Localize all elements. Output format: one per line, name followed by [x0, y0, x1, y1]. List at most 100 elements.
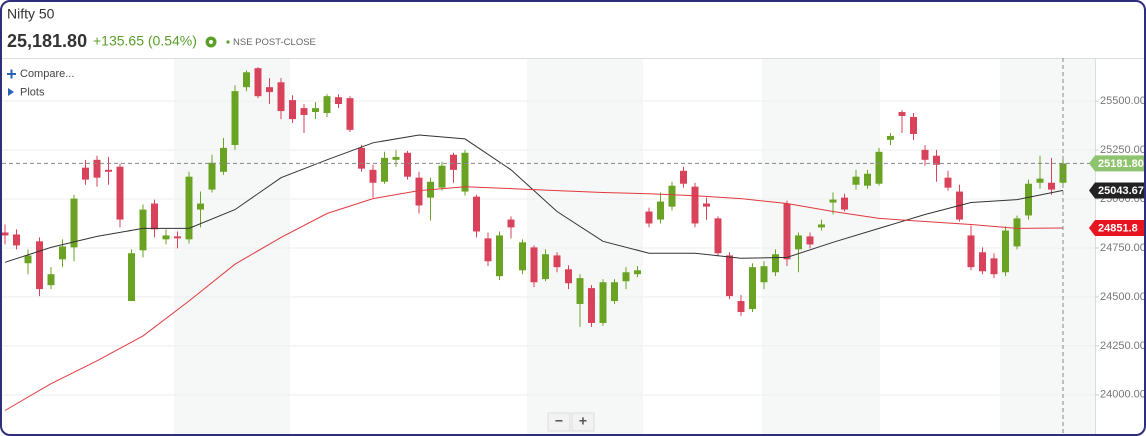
- candle-body: [70, 198, 78, 248]
- candle-body: [749, 267, 756, 310]
- candle-body: [530, 247, 538, 283]
- candle-body: [289, 100, 296, 120]
- candle-body: [760, 266, 768, 283]
- status-dot: [226, 40, 230, 44]
- candle-body: [2, 232, 9, 236]
- candle-body: [1048, 182, 1055, 190]
- candle-body: [726, 255, 733, 297]
- instrument-title: Nifty 50: [7, 6, 55, 22]
- candle-body: [852, 176, 860, 185]
- candle-body: [300, 108, 308, 115]
- candle-body: [358, 147, 365, 169]
- price-tag-label: 25043.67: [1098, 185, 1144, 197]
- candle-body: [829, 199, 837, 203]
- candle-body: [691, 186, 699, 224]
- candle-body: [197, 203, 204, 210]
- candle-body: [944, 177, 952, 188]
- status-icon-dot: [209, 40, 213, 44]
- candle-body: [369, 169, 377, 183]
- candle-body: [542, 254, 549, 280]
- candle-body: [231, 91, 239, 145]
- candle-body: [208, 162, 216, 190]
- candle-body: [24, 255, 32, 264]
- plots-button[interactable]: Plots: [20, 86, 45, 98]
- candle-body: [185, 176, 193, 240]
- price-tag-label: 25181.80: [1098, 158, 1144, 170]
- candle-body: [967, 235, 975, 268]
- candle-body: [806, 236, 814, 245]
- candle-body: [818, 224, 825, 228]
- y-tick-label: 24500.00: [1100, 291, 1144, 303]
- y-tick-label: 25250.00: [1100, 144, 1144, 156]
- candle-body: [933, 155, 940, 165]
- candle-body: [312, 108, 319, 113]
- candle-body: [887, 135, 894, 140]
- candles: [2, 67, 1067, 327]
- candle-body: [772, 254, 779, 273]
- candle-body: [553, 255, 561, 268]
- exchange-status: NSE POST-CLOSE: [233, 37, 316, 48]
- candle-body: [36, 241, 43, 290]
- candle-body: [335, 97, 342, 105]
- band: [1000, 59, 1095, 434]
- candle-body: [415, 177, 423, 206]
- moving-average-line: [4, 186, 1064, 411]
- candle-body: [622, 272, 630, 282]
- candle-body: [737, 301, 745, 312]
- candle-body: [346, 98, 354, 130]
- candle-body: [59, 246, 66, 260]
- y-tick-label: 25500.00: [1100, 95, 1144, 107]
- candle-body: [82, 167, 89, 180]
- candle-body: [174, 236, 181, 239]
- last-price: 25,181.80: [7, 31, 87, 51]
- candle-body: [921, 149, 929, 160]
- candle-body: [841, 197, 848, 210]
- band: [527, 59, 643, 434]
- compare-button[interactable]: Compare...: [20, 68, 74, 80]
- candle-body: [438, 165, 446, 188]
- y-tick-label: 24000.00: [1100, 389, 1144, 401]
- candle-body: [565, 269, 572, 284]
- y-tick-label: 24250.00: [1100, 340, 1144, 352]
- candle-body: [461, 152, 469, 192]
- y-tick-label: 24750.00: [1100, 242, 1144, 254]
- plots-icon[interactable]: [8, 88, 14, 96]
- zoom-in-label[interactable]: +: [579, 413, 587, 429]
- grid: [2, 100, 1095, 396]
- zoom-in-button[interactable]: [571, 412, 595, 432]
- candle-body: [519, 242, 526, 271]
- candle-body: [783, 203, 791, 260]
- candle-body: [657, 201, 664, 220]
- candle-body: [243, 72, 250, 88]
- candle-body: [116, 166, 124, 220]
- candle-body: [910, 116, 917, 134]
- candle-body: [645, 211, 653, 224]
- candle-body: [139, 209, 147, 251]
- compare-icon[interactable]: [7, 69, 16, 79]
- candle-body: [875, 151, 883, 184]
- candle-body: [93, 159, 101, 178]
- candle-body: [473, 196, 480, 232]
- candle-body: [979, 252, 986, 272]
- candle-body: [128, 253, 135, 302]
- candle-body: [703, 203, 710, 207]
- candle-body: [588, 288, 595, 323]
- candle-body: [13, 234, 20, 246]
- candle-body: [450, 154, 457, 170]
- candle-body: [990, 258, 998, 275]
- candle-body: [381, 157, 388, 182]
- candle-body: [1013, 218, 1021, 247]
- candle-body: [47, 274, 55, 286]
- price-tag-label: 24851.8: [1098, 222, 1138, 234]
- zoom-out-label[interactable]: −: [555, 413, 563, 429]
- zoom-out-button[interactable]: [547, 412, 571, 432]
- candle-body: [1036, 178, 1044, 183]
- candle-body: [668, 185, 676, 207]
- candle-body: [576, 278, 584, 304]
- price-tag: [1089, 220, 1144, 237]
- candle-body: [507, 219, 515, 228]
- candle-body: [680, 170, 687, 184]
- candle-body: [484, 238, 492, 262]
